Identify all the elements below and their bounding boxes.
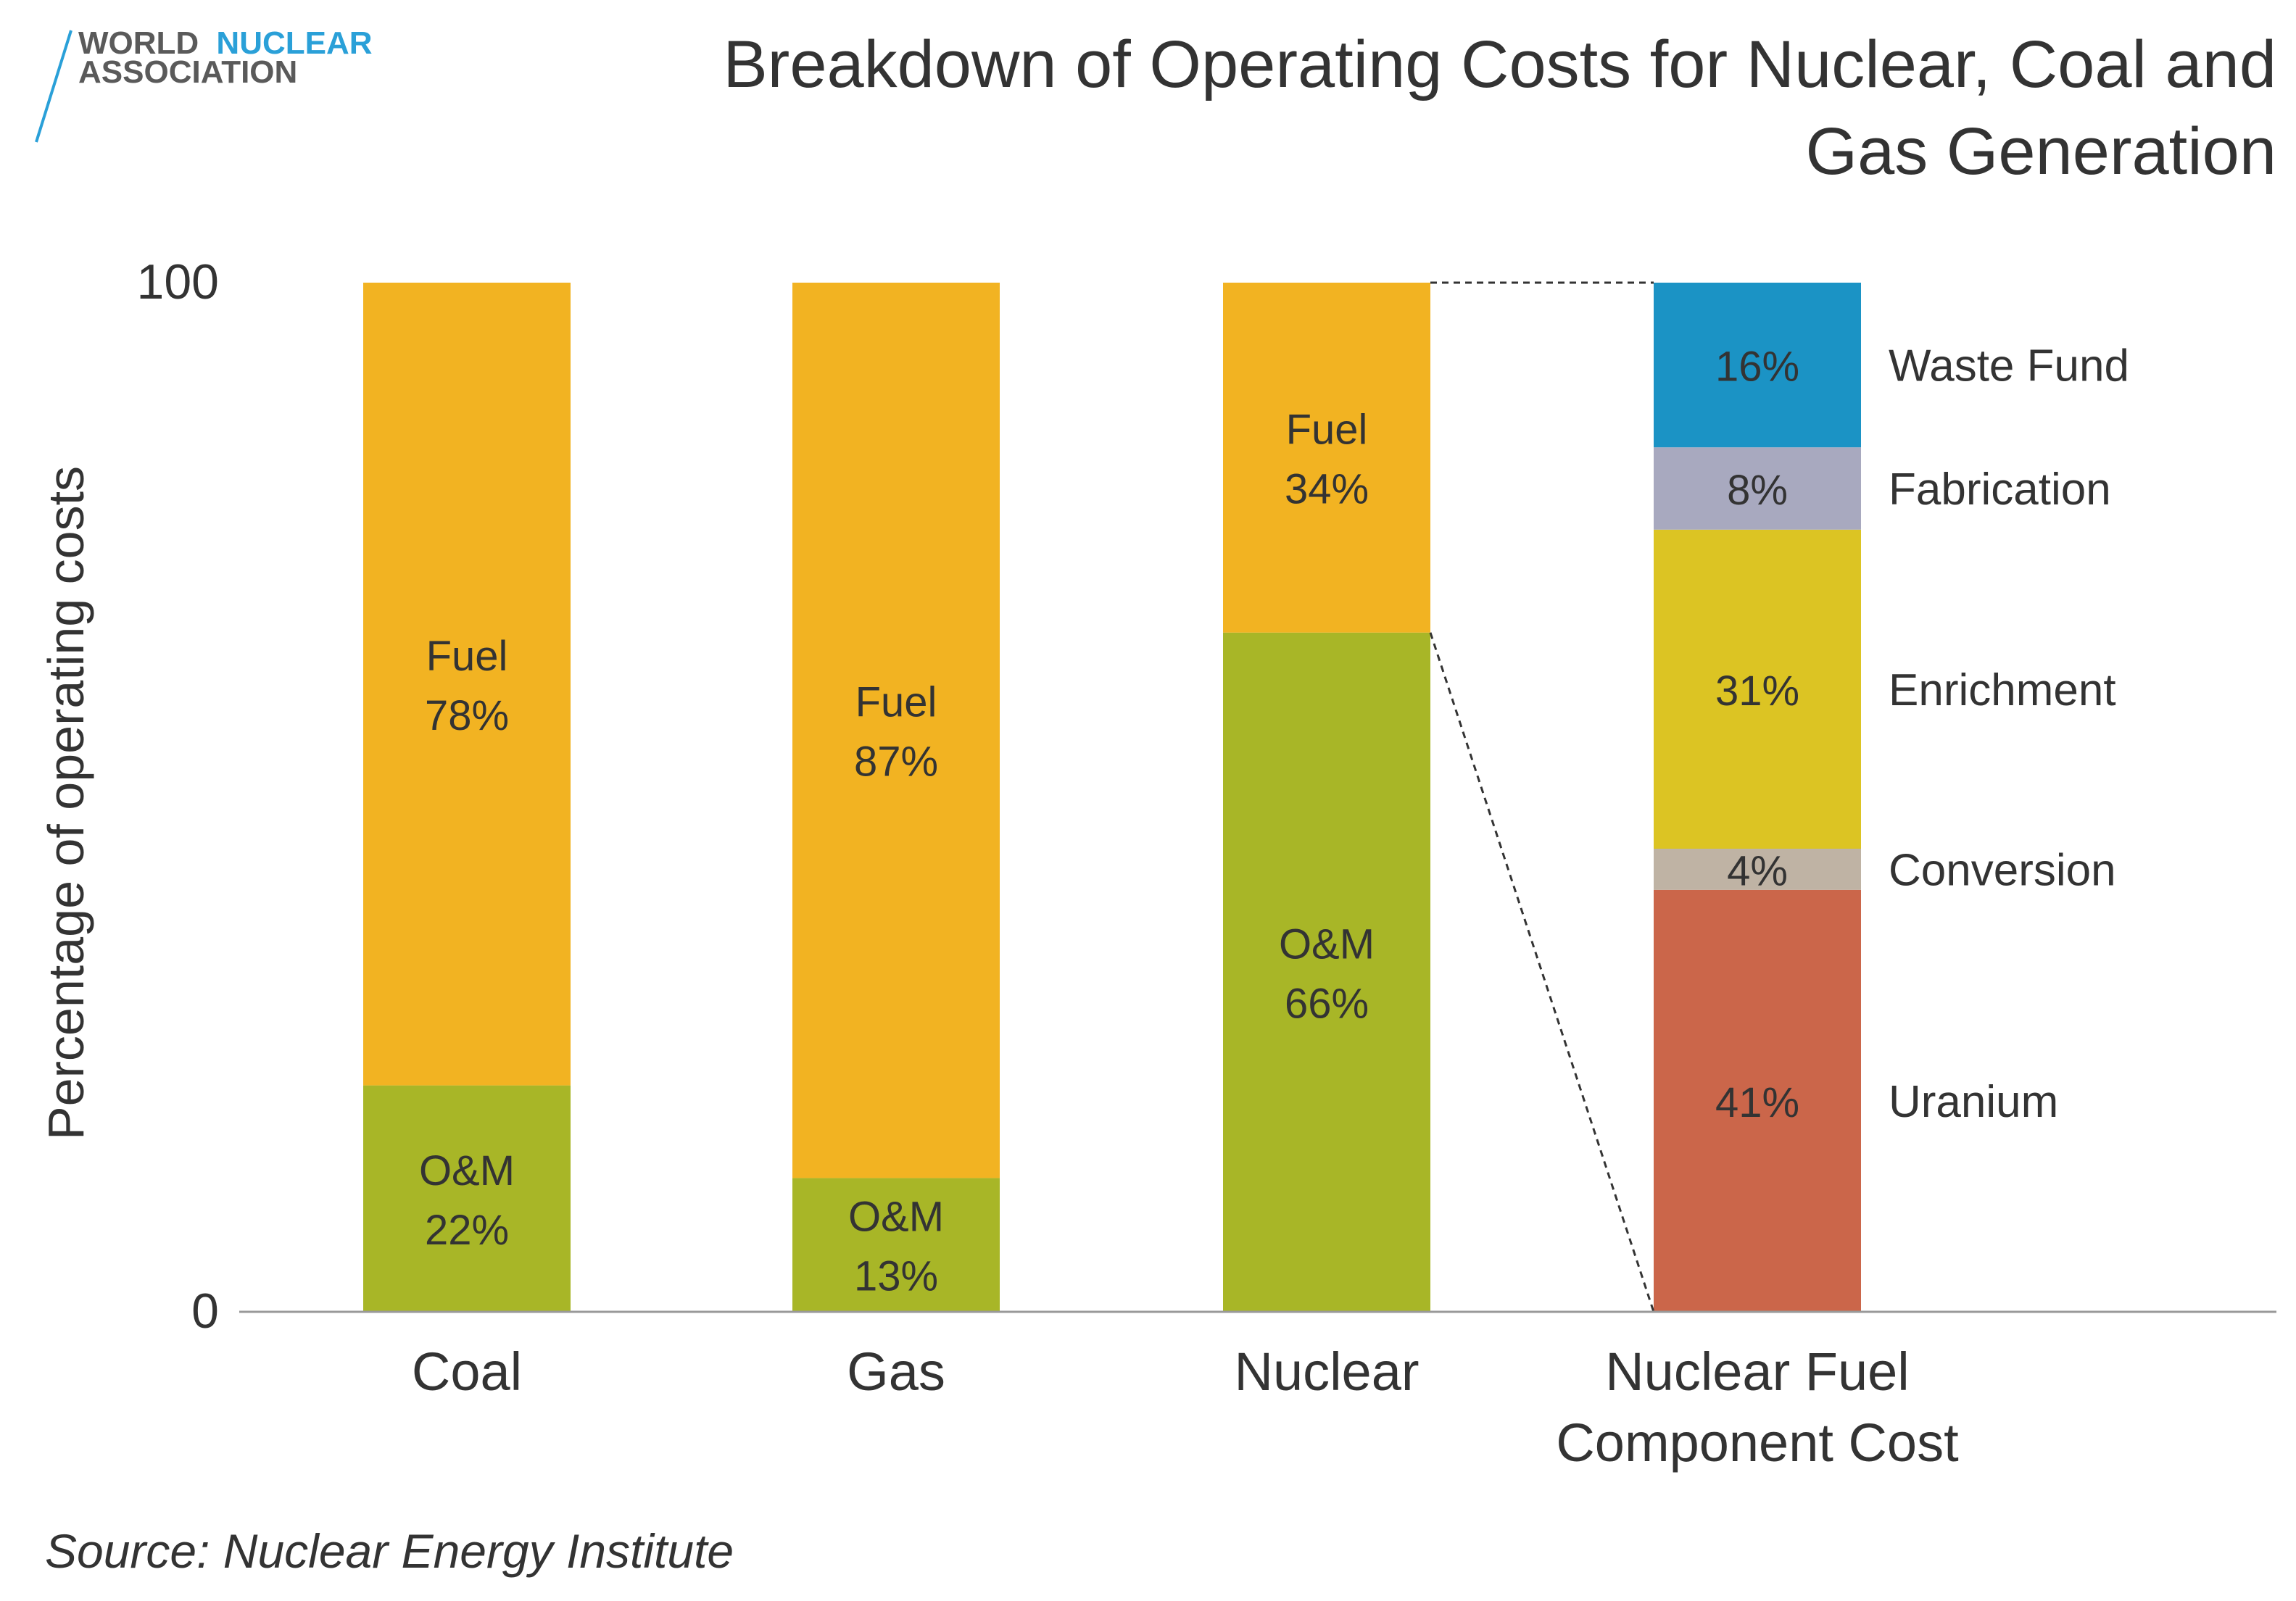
bar-coal-om: [363, 1085, 571, 1312]
data-label-nuclear-om: 66%: [1285, 980, 1369, 1027]
bar-nuclear-fuel-component-cost-waste-fund: [1654, 283, 1861, 448]
bar-nuclear-fuel-component-cost-conversion: [1654, 849, 1861, 890]
logo-word-nuclear: NUCLEAR: [216, 25, 372, 61]
segment-label-waste-fund: Waste Fund: [1889, 341, 2129, 391]
bar-gas-fuel: [792, 283, 1000, 1178]
data-label-gas-om: 13%: [854, 1253, 938, 1300]
plot-area: O&M 22% Fuel 78% O&M 13% Fuel 87% O&M 66% Fuel 34% 4…: [137, 254, 2276, 1473]
logo-line2: ASSOCIATION: [78, 54, 297, 90]
data-label-nuclear-fuel-component-cost-enrichment: 31%: [1715, 668, 1799, 715]
connector-line-bottom: [1429, 632, 1655, 1313]
data-label-nuclear-fuel-component-cost-conversion: 4%: [1727, 847, 1788, 894]
data-label-nuclear-fuel: Fuel: [1286, 406, 1368, 453]
data-label-nuclear-fuel-component-cost-waste-fund: 16%: [1715, 344, 1799, 391]
data-label-nuclear-om: O&M: [1279, 920, 1375, 968]
data-label-gas-om: O&M: [848, 1194, 944, 1241]
bar-nuclear-fuel-component-cost-fabrication: [1654, 447, 1861, 530]
logo-slash: [35, 30, 72, 143]
segment-label-enrichment: Enrichment: [1889, 665, 2116, 715]
y-tick-label-0: 0: [191, 1284, 219, 1339]
bar-nuclear-fuel-component-cost-uranium: [1654, 889, 1861, 1312]
y-tick-label-100: 100: [137, 254, 219, 309]
bar-nuclear-fuel-component-cost-enrichment: [1654, 529, 1861, 849]
chart-title-line-1: Breakdown of Operating Costs for Nuclear…: [723, 28, 2276, 101]
segment-label-fabrication: Fabrication: [1889, 465, 2111, 515]
logo-word-world: WORLD: [78, 25, 199, 61]
bar-coal-fuel: [363, 283, 571, 1086]
data-label-coal-fuel: 78%: [425, 692, 509, 739]
segment-label-uranium: Uranium: [1889, 1077, 2058, 1127]
bar-nuclear-om: [1223, 632, 1430, 1312]
y-axis-label: Percentage of operating costs: [38, 466, 94, 1140]
logo-line1: WORLD NUCLEAR: [78, 25, 373, 61]
data-label-coal-fuel: Fuel: [426, 633, 508, 680]
x-tick-label-nuclear-fuel-component-cost: Nuclear Fuel: [1605, 1342, 1910, 1402]
logo: WORLD NUCLEAR ASSOCIATION: [35, 25, 373, 143]
data-label-nuclear-fuel-component-cost-fabrication: 8%: [1727, 467, 1788, 514]
bar-gas-om: [792, 1178, 1000, 1312]
x-tick-label-gas: Gas: [847, 1342, 945, 1402]
data-label-nuclear-fuel-component-cost-uranium: 41%: [1715, 1079, 1799, 1126]
bar-nuclear-fuel: [1223, 283, 1430, 633]
data-label-gas-fuel: 87%: [854, 739, 938, 786]
data-label-gas-fuel: Fuel: [855, 679, 937, 726]
x-tick-label-nuclear: Nuclear: [1235, 1342, 1420, 1402]
x-tick-label-nuclear-fuel-component-cost: Component Cost: [1556, 1413, 1959, 1473]
data-label-nuclear-fuel: 34%: [1285, 465, 1369, 512]
segment-label-conversion: Conversion: [1889, 845, 2116, 895]
source-note: Source: Nuclear Energy Institute: [45, 1524, 734, 1578]
chart-title-line-2: Gas Generation: [1806, 115, 2276, 188]
data-label-coal-om: 22%: [425, 1207, 509, 1254]
x-tick-label-coal: Coal: [412, 1342, 522, 1402]
data-label-coal-om: O&M: [419, 1147, 515, 1194]
